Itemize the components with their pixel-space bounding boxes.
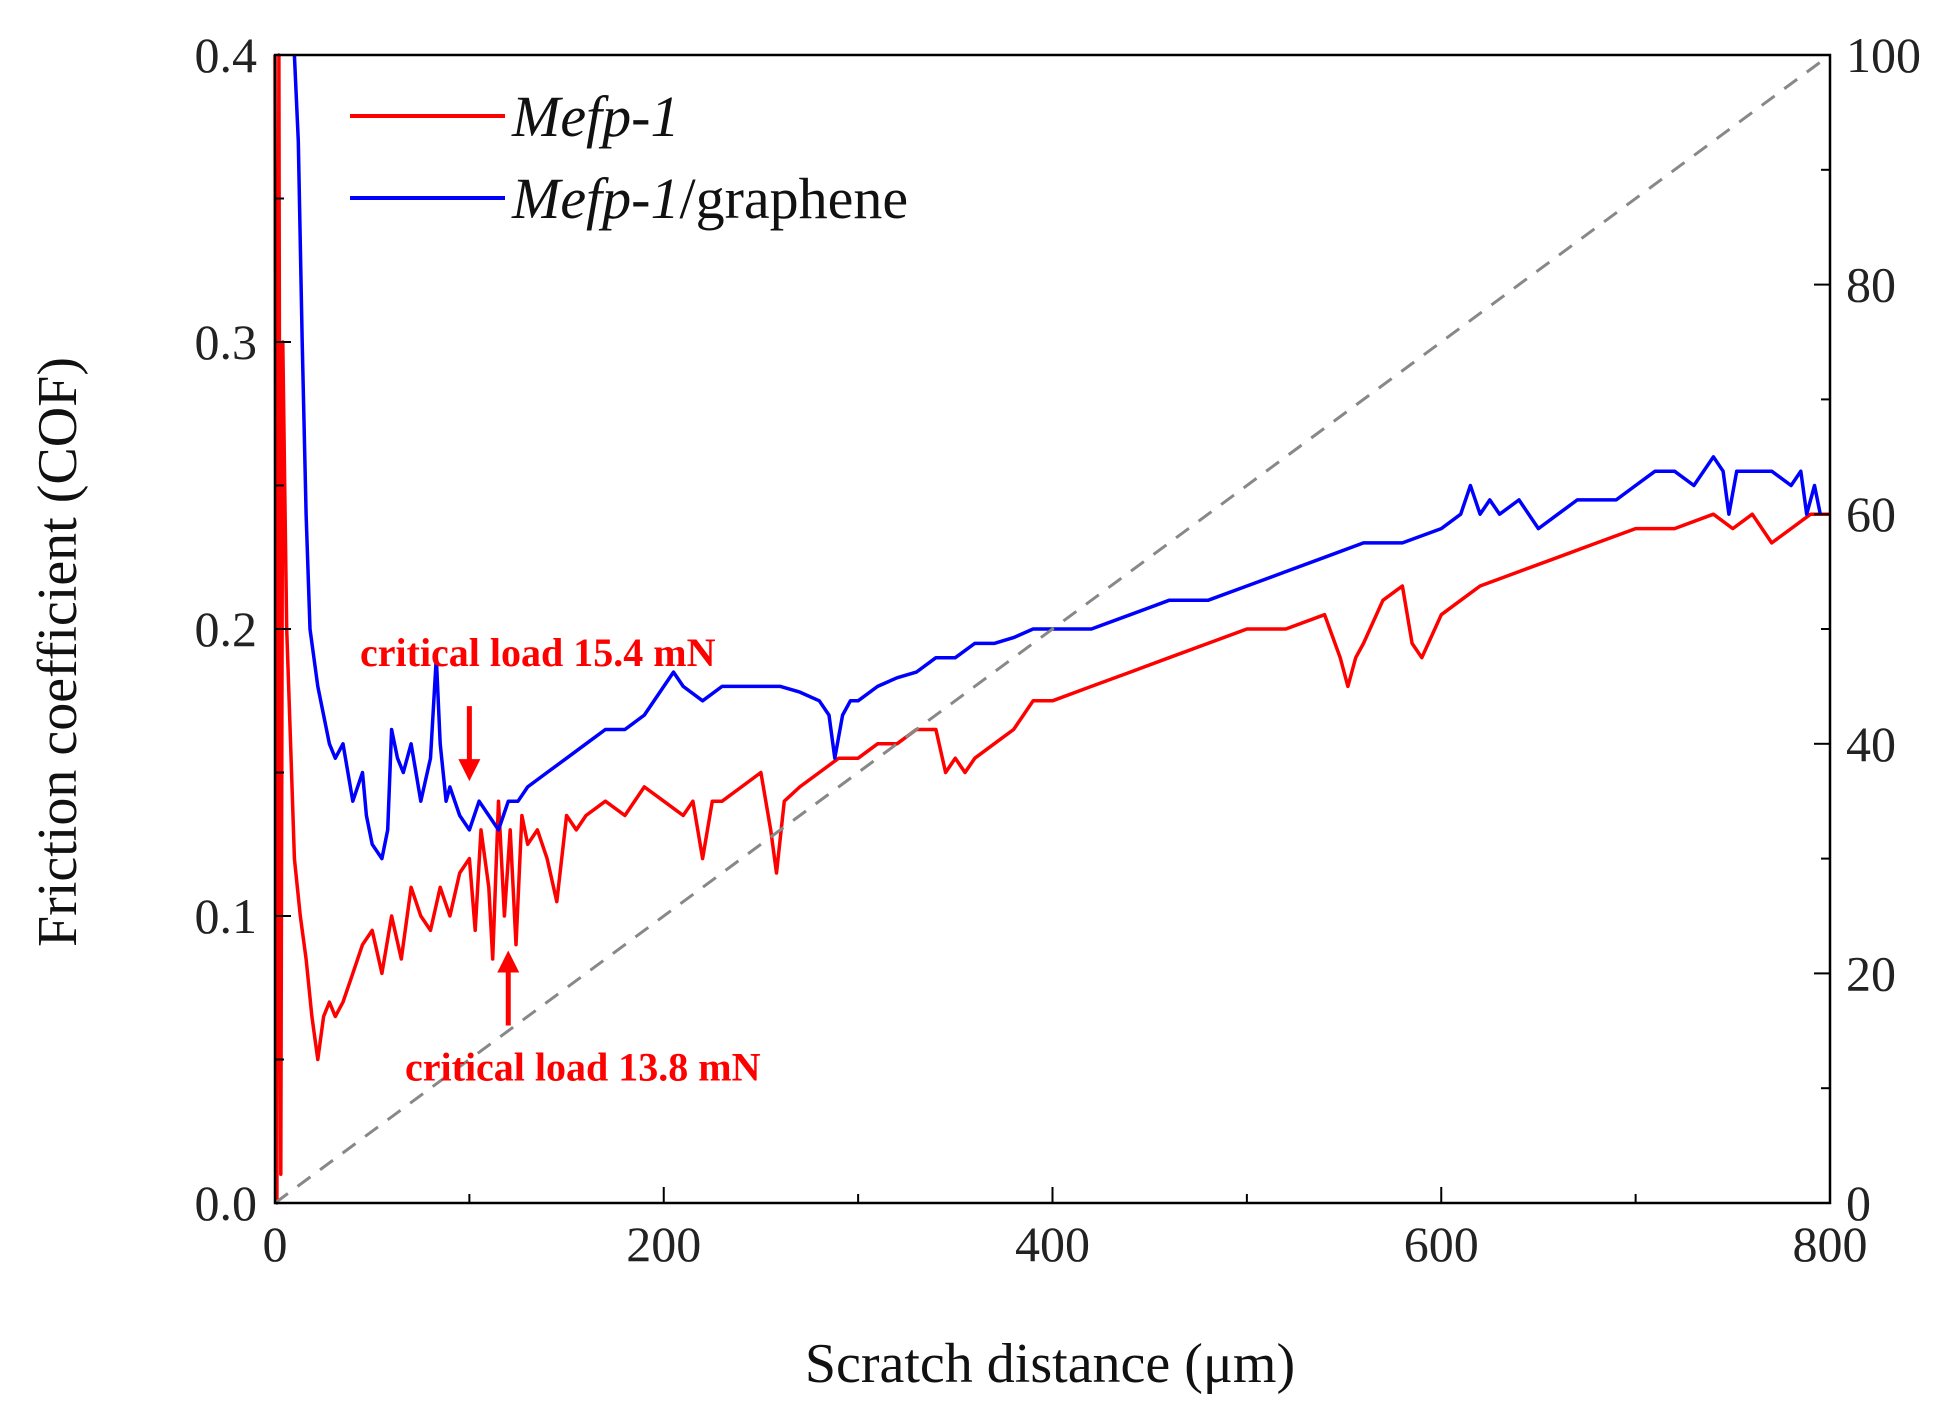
- legend-label-graphene-rest: /graphene: [680, 166, 909, 231]
- legend-label-mefp1-italic: Mefp-1: [511, 84, 680, 149]
- annotation-label-0: critical load 15.4 mN: [360, 630, 716, 675]
- legend-label-graphene: Mefp-1/graphene: [511, 166, 908, 231]
- x-tick-label: 200: [626, 1216, 701, 1272]
- y2-axis-ticks: 0 20 40 60 80 100: [1814, 27, 1921, 1231]
- annotation-label-1: critical load 13.8 mN: [405, 1044, 761, 1089]
- y2-tick-label: 0: [1846, 1175, 1871, 1231]
- annotation-arrow-head-0: [458, 759, 481, 782]
- y2-tick-label: 60: [1846, 486, 1896, 542]
- series-line-1: [292, 54, 1823, 861]
- y-tick-label: 0.1: [195, 888, 258, 944]
- y-tick-label: 0.3: [195, 314, 258, 370]
- y-tick-label: 0.0: [195, 1175, 258, 1231]
- plot-annotations: critical load 15.4 mN critical load 13.8 …: [360, 630, 761, 1089]
- y2-tick-label: 80: [1846, 257, 1896, 313]
- y-tick-label: 0.4: [195, 27, 258, 83]
- y2-tick-label: 40: [1846, 716, 1896, 772]
- x-tick-label: 600: [1404, 1216, 1479, 1272]
- legend-label-mefp1: Mefp-1: [511, 84, 680, 149]
- y2-tick-label: 100: [1846, 27, 1921, 83]
- series-line-2: [274, 53, 1831, 1205]
- annotation-arrow-head-1: [497, 950, 520, 973]
- legend-label-graphene-italic: Mefp-1: [511, 166, 680, 231]
- y-tick-label: 0.2: [195, 601, 258, 657]
- series-line-0: [273, 53, 1830, 1205]
- y-axis-title: Friction coefficient (COF): [27, 357, 89, 947]
- x-tick-label: 800: [1793, 1216, 1868, 1272]
- x-tick-label: 0: [263, 1216, 288, 1272]
- legend: Mefp-1 Mefp-1/graphene: [350, 84, 908, 231]
- plot-lines: [273, 53, 1831, 1205]
- x-axis-title: Scratch distance (μm): [805, 1333, 1295, 1395]
- y-axis-ticks: 0.0 0.1 0.2 0.3 0.4: [195, 27, 291, 1231]
- y2-tick-label: 20: [1846, 945, 1896, 1001]
- x-tick-label: 400: [1015, 1216, 1090, 1272]
- x-axis-ticks: 0 200 400 600 800: [263, 1187, 1868, 1272]
